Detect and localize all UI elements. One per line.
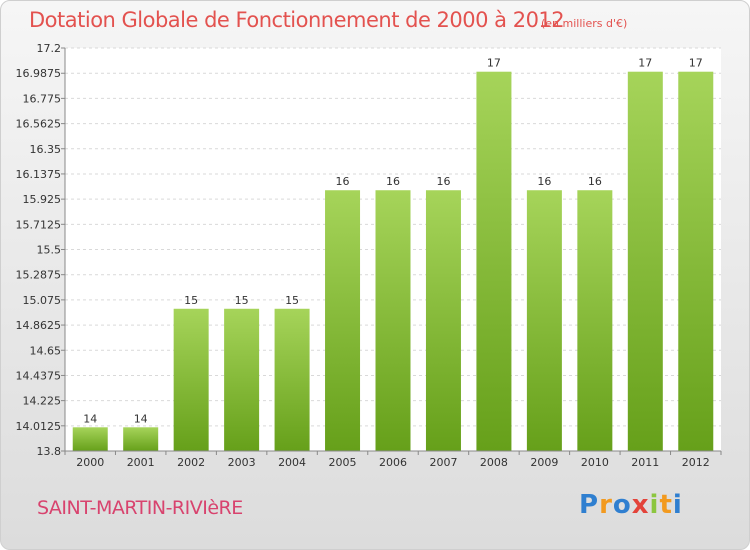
- x-tick-label: 2006: [379, 456, 407, 469]
- y-tick-label: 14.4375: [16, 369, 62, 382]
- logo-letter: x: [631, 490, 650, 520]
- y-tick-label: 15.5: [37, 244, 62, 257]
- y-tick-label: 14.0125: [16, 420, 62, 433]
- x-tick-label: 2000: [76, 456, 104, 469]
- proxiti-logo[interactable]: Proxiti: [579, 490, 683, 520]
- bar-2005: [325, 190, 361, 451]
- y-tick-label: 16.35: [30, 143, 62, 156]
- chart-unit: (en milliers d'€): [541, 17, 628, 30]
- data-label-2004: 15: [285, 294, 299, 307]
- bar-2000: [72, 427, 108, 451]
- bar-2011: [627, 71, 663, 452]
- y-tick-label: 15.7125: [16, 218, 62, 231]
- data-label-2005: 16: [336, 175, 350, 188]
- bar-2004: [274, 308, 310, 451]
- x-tick-label: 2004: [278, 456, 306, 469]
- data-label-2002: 15: [184, 294, 198, 307]
- data-label-2001: 14: [134, 412, 148, 425]
- bar-2002: [173, 308, 209, 451]
- chart-title: Dotation Globale de Fonctionnement de 20…: [29, 8, 565, 32]
- y-tick-label: 13.8: [37, 445, 62, 458]
- bar-2006: [375, 190, 411, 451]
- x-tick-label: 2010: [581, 456, 609, 469]
- y-tick-label: 15.075: [23, 294, 62, 307]
- data-label-2010: 16: [588, 175, 602, 188]
- y-tick-label: 17.2: [37, 42, 62, 55]
- data-label-2000: 14: [83, 412, 97, 425]
- x-tick-label: 2011: [631, 456, 659, 469]
- bar-2009: [526, 190, 562, 451]
- commune-name: SAINT-MARTIN-RIVIèRE: [37, 497, 243, 519]
- y-tick-label: 16.9875: [16, 67, 62, 80]
- data-label-2011: 17: [638, 57, 652, 70]
- data-label-2006: 16: [386, 175, 400, 188]
- bar-2012: [678, 71, 714, 452]
- data-label-2009: 16: [537, 175, 551, 188]
- x-tick-label: 2005: [329, 456, 357, 469]
- logo-letter: i: [672, 490, 683, 520]
- x-tick-label: 2009: [530, 456, 558, 469]
- logo-letter: r: [599, 490, 613, 520]
- x-tick-label: 2007: [429, 456, 457, 469]
- data-label-2008: 17: [487, 57, 501, 70]
- x-tick-label: 2008: [480, 456, 508, 469]
- data-label-2003: 15: [235, 294, 249, 307]
- y-tick-label: 15.2875: [16, 269, 62, 282]
- y-tick-label: 14.225: [23, 395, 62, 408]
- x-tick-label: 2002: [177, 456, 205, 469]
- logo-letter: t: [659, 490, 673, 520]
- bar-2007: [425, 190, 461, 451]
- logo-letter: i: [649, 490, 660, 520]
- bar-2008: [476, 71, 512, 452]
- x-tick-label: 2001: [127, 456, 155, 469]
- y-tick-label: 16.1375: [16, 168, 62, 181]
- x-tick-label: 2003: [228, 456, 256, 469]
- y-tick-label: 14.8625: [16, 319, 62, 332]
- y-tick-label: 16.775: [23, 92, 62, 105]
- bar-2010: [577, 190, 613, 451]
- data-label-2012: 17: [689, 57, 703, 70]
- y-tick-label: 16.5625: [16, 118, 62, 131]
- bar-2003: [224, 308, 260, 451]
- x-tick-label: 2012: [682, 456, 710, 469]
- logo-letter: o: [612, 490, 632, 520]
- bar-2001: [123, 427, 159, 451]
- logo-letter: P: [579, 490, 600, 520]
- data-label-2007: 16: [436, 175, 450, 188]
- y-tick-label: 15.925: [23, 193, 62, 206]
- y-tick-label: 14.65: [30, 344, 62, 357]
